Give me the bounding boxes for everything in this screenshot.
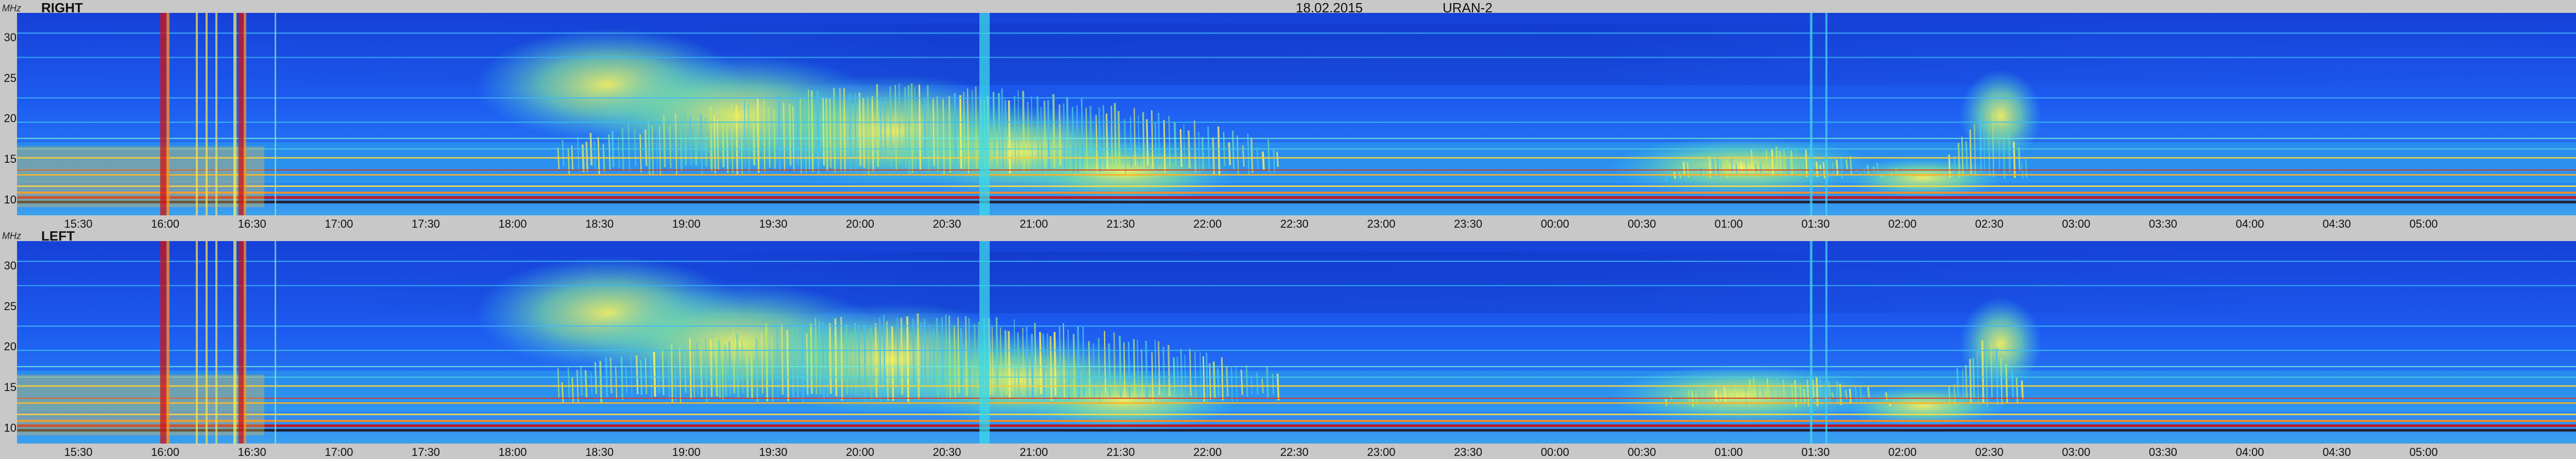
y-tick-label: 15 <box>4 380 16 394</box>
x-tick-label: 15:30 <box>64 217 93 230</box>
y-tick-label: 25 <box>4 71 16 84</box>
x-tick-label: 16:30 <box>238 217 266 230</box>
x-tick-label: 00:00 <box>1540 217 1569 230</box>
x-tick-label: 17:30 <box>411 446 440 458</box>
x-tick-label: 20:30 <box>933 217 961 230</box>
x-tick-label: 18:00 <box>498 217 527 230</box>
x-tick-label: 16:00 <box>151 217 180 230</box>
spectrogram-plot <box>17 241 2576 444</box>
x-tick-label: 18:30 <box>585 446 614 458</box>
y-tick-label: 10 <box>4 421 16 434</box>
x-tick-label: 01:30 <box>1801 446 1830 458</box>
x-tick-label: 04:30 <box>2323 446 2351 458</box>
y-axis-unit: MHz <box>2 3 21 13</box>
x-tick-label: 18:00 <box>498 446 527 458</box>
spectrogram-image <box>17 13 2576 215</box>
x-tick-label: 02:00 <box>1888 217 1917 230</box>
x-tick-label: 22:00 <box>1193 217 1222 230</box>
x-tick-label: 04:30 <box>2323 217 2351 230</box>
x-tick-label: 15:30 <box>64 446 93 458</box>
x-tick-label: 23:00 <box>1367 217 1396 230</box>
x-tick-label: 16:00 <box>151 446 180 458</box>
x-tick-label: 20:30 <box>933 446 961 458</box>
x-tick-label: 02:00 <box>1888 446 1917 458</box>
x-tick-label: 18:30 <box>585 217 614 230</box>
y-tick-label: 30 <box>4 259 16 273</box>
x-tick-label: 22:30 <box>1280 217 1309 230</box>
x-tick-label: 23:00 <box>1367 446 1396 458</box>
x-tick-label: 01:30 <box>1801 217 1830 230</box>
y-axis-unit: MHz <box>2 231 21 241</box>
x-tick-label: 02:30 <box>1975 446 2004 458</box>
x-tick-label: 20:00 <box>845 217 874 230</box>
x-tick-label: 21:30 <box>1106 217 1135 230</box>
x-tick-label: 03:30 <box>2148 446 2177 458</box>
y-tick-label: 15 <box>4 152 16 165</box>
x-tick-label: 02:30 <box>1975 217 2004 230</box>
x-tick-label: 17:30 <box>411 217 440 230</box>
spectrogram-plot <box>17 13 2576 215</box>
x-tick-label: 17:00 <box>325 217 353 230</box>
x-tick-label: 00:30 <box>1628 217 1656 230</box>
x-tick-label: 01:00 <box>1714 217 1743 230</box>
x-tick-label: 04:00 <box>2235 446 2264 458</box>
y-tick-label: 10 <box>4 193 16 206</box>
x-tick-label: 03:00 <box>2062 446 2091 458</box>
x-tick-label: 23:30 <box>1454 446 1483 458</box>
x-tick-label: 00:00 <box>1540 446 1569 458</box>
x-tick-label: 03:00 <box>2062 217 2091 230</box>
x-tick-label: 22:00 <box>1193 446 1222 458</box>
x-tick-label: 23:30 <box>1454 217 1483 230</box>
x-tick-label: 20:00 <box>845 446 874 458</box>
x-tick-label: 21:00 <box>1020 446 1048 458</box>
x-tick-label: 17:00 <box>325 446 353 458</box>
x-tick-label: 21:00 <box>1020 217 1048 230</box>
y-tick-label: 20 <box>4 340 16 353</box>
x-tick-label: 21:30 <box>1106 446 1135 458</box>
x-tick-label: 19:30 <box>759 217 788 230</box>
spectrogram-image <box>17 241 2576 444</box>
x-tick-label: 01:00 <box>1714 446 1743 458</box>
y-tick-label: 30 <box>4 31 16 44</box>
x-tick-label: 19:00 <box>672 446 701 458</box>
y-tick-label: 25 <box>4 299 16 313</box>
x-tick-label: 19:00 <box>672 217 701 230</box>
x-tick-label: 03:30 <box>2148 217 2177 230</box>
x-tick-label: 05:00 <box>2409 217 2438 230</box>
x-tick-label: 00:30 <box>1628 446 1656 458</box>
x-tick-label: 19:30 <box>759 446 788 458</box>
x-tick-label: 22:30 <box>1280 446 1309 458</box>
x-tick-label: 05:00 <box>2409 446 2438 458</box>
x-tick-label: 16:30 <box>238 446 266 458</box>
x-tick-label: 04:00 <box>2235 217 2264 230</box>
y-tick-label: 20 <box>4 112 16 125</box>
